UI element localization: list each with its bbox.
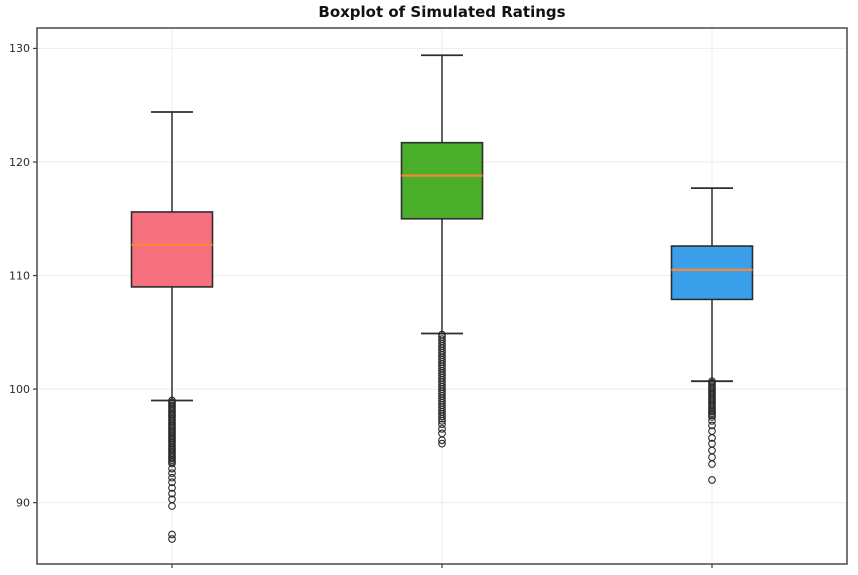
outlier-point xyxy=(438,412,446,421)
outlier-point xyxy=(708,421,716,430)
outlier-point xyxy=(168,469,176,478)
outlier-point xyxy=(708,460,716,468)
y-tick-label: 100 xyxy=(9,383,30,396)
outlier-point xyxy=(438,425,446,433)
chart-title: Boxplot of Simulated Ratings xyxy=(318,3,565,21)
outlier-point xyxy=(168,478,176,487)
outlier-point xyxy=(168,464,176,473)
outlier-point xyxy=(438,420,446,429)
outlier-point xyxy=(438,414,446,423)
outlier-point xyxy=(708,413,716,421)
outlier-point xyxy=(438,439,446,448)
y-tick-label: 110 xyxy=(9,269,30,282)
y-tick-label: 90 xyxy=(16,496,30,509)
y-tick-label: 120 xyxy=(9,156,30,169)
y-tick-label: 130 xyxy=(9,42,30,55)
outlier-point xyxy=(168,459,176,468)
outlier-point xyxy=(168,473,176,482)
box-group-2 xyxy=(400,141,484,220)
outlier-point xyxy=(708,476,716,484)
outlier-point xyxy=(168,489,176,498)
outlier-point xyxy=(708,434,716,442)
outlier-point xyxy=(168,502,176,510)
outlier-point xyxy=(438,417,446,425)
outlier-point xyxy=(168,530,176,539)
box-group-3 xyxy=(670,245,754,301)
outlier-point xyxy=(168,484,176,492)
box-group-1 xyxy=(130,211,214,288)
outlier-point xyxy=(708,417,716,425)
outlier-point xyxy=(168,535,176,543)
outlier-point xyxy=(438,436,446,445)
